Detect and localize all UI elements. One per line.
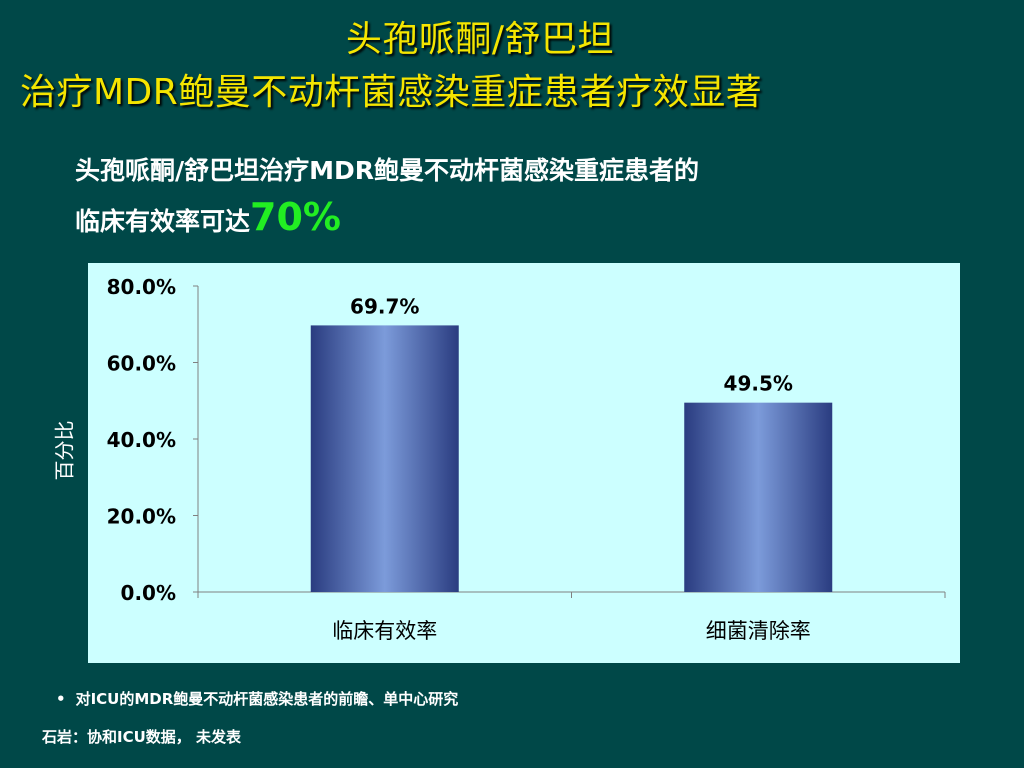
bar [684, 402, 833, 592]
y-tick-label: 0.0% [121, 581, 176, 605]
footnote: • 对ICU的MDR鲍曼不动杆菌感染患者的前瞻、单中心研究 [56, 688, 458, 709]
bullet-icon: • [56, 690, 66, 708]
subtitle-line1: 头孢哌酮/舒巴坦治疗MDR鲍曼不动杆菌感染重症患者的 [75, 156, 700, 185]
subtitle: 头孢哌酮/舒巴坦治疗MDR鲍曼不动杆菌感染重症患者的 临床有效率可达70% [75, 148, 955, 245]
bar-chart: 0.0% 20.0% 40.0% 60.0% 80.0% 69.7% 临床有效率 49.5% 细… [107, 275, 946, 643]
data-label: 69.7% [350, 294, 419, 318]
slide-title-line2: 治疗MDR鲍曼不动杆菌感染重症患者疗效显著 [20, 72, 763, 113]
footnote-text: 对ICU的MDR鲍曼不动杆菌感染患者的前瞻、单中心研究 [75, 690, 459, 708]
source-note: 石岩：协和ICU数据， 未发表 [42, 728, 241, 746]
y-tick-label: 20.0% [107, 505, 176, 529]
y-tick-label: 80.0% [107, 275, 176, 299]
chart-panel: 0.0% 20.0% 40.0% 60.0% 80.0% 69.7% 临床有效率 49.5% 细… [88, 263, 960, 663]
y-axis-label-text: 百分比 [52, 420, 77, 480]
slide-title-line1: 头孢哌酮/舒巴坦 [345, 19, 615, 60]
bar [310, 325, 459, 592]
subtitle-highlight: 70% [250, 195, 341, 239]
x-tick-label: 临床有效率 [332, 619, 437, 643]
data-label: 49.5% [724, 372, 793, 396]
y-axis-label: 百分比 [43, 410, 83, 490]
x-tick-label: 细菌清除率 [706, 619, 811, 643]
y-tick-label: 40.0% [107, 428, 176, 452]
subtitle-line2-prefix: 临床有效率可达 [75, 207, 251, 236]
y-tick-label: 60.0% [107, 352, 176, 376]
